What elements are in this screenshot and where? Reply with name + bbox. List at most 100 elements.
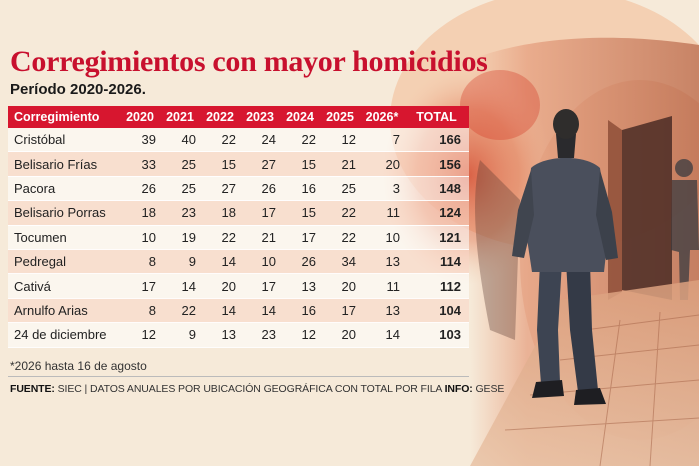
column-header: 2020 [120,106,160,128]
table-cell: 22 [200,225,240,250]
table-cell: 7 [360,128,404,153]
source-label: FUENTE: [10,383,55,395]
table-cell: 13 [200,322,240,348]
table-cell: 25 [160,151,200,177]
divider [8,376,469,377]
row-total: 166 [404,128,469,153]
table-row: Pedregal 8 9 14 10 26 34 13 114 [8,249,469,275]
column-header: 2023 [240,106,280,128]
table-cell: 15 [280,151,320,177]
table-cell: 10 [240,249,280,275]
page-title: Corregimientos con mayor homicidios [10,45,488,78]
row-total: 156 [404,151,469,177]
table-cell: 34 [320,249,360,275]
table-cell: 22 [320,200,360,226]
table-cell: 15 [200,151,240,177]
table-cell: 18 [200,200,240,226]
table-cell: 22 [160,298,200,324]
table-cell: 22 [200,128,240,153]
table-cell: 13 [280,273,320,299]
table-cell: 14 [200,249,240,275]
source-text: SIEC | DATOS ANUALES POR UBICACIÓN GEOGR… [54,383,445,395]
homicides-table: Corregimiento 2020 2021 2022 2023 2024 2025 202… [8,106,469,348]
table-cell: 13 [360,249,404,275]
table-cell: 10 [120,225,160,250]
table-cell: 20 [320,322,360,348]
column-header: 2025 [320,106,360,128]
table-cell: 14 [200,298,240,324]
table-cell: 8 [120,298,160,324]
table-cell: 39 [120,128,160,153]
table-cell: 25 [160,176,200,202]
table-row: Cristóbal 39 40 22 24 22 12 7 166 [8,128,469,153]
table-cell: 17 [320,298,360,324]
table-cell: 26 [240,176,280,202]
table-cell: 20 [360,151,404,177]
table-cell: 20 [320,273,360,299]
table-cell: 12 [280,322,320,348]
table-cell: 3 [360,176,404,202]
table-body: Cristóbal 39 40 22 24 22 12 7 166 Belisario Frías… [8,128,469,348]
table-cell: 20 [200,273,240,299]
column-header: 2024 [280,106,320,128]
table-cell: 16 [280,176,320,202]
table-cell: 25 [320,176,360,202]
row-name: Pedregal [8,249,120,275]
table-cell: 26 [120,176,160,202]
row-total: 103 [404,322,469,348]
row-total: 112 [404,273,469,299]
table-cell: 40 [160,128,200,153]
column-header: TOTAL [404,106,469,128]
row-name: Belisario Frías [8,151,120,177]
table-row: Arnulfo Arias 8 22 14 14 16 17 13 104 [8,298,469,324]
row-name: Cativá [8,273,120,299]
row-total: 124 [404,200,469,226]
row-name: 24 de diciembre [8,322,120,348]
table-cell: 21 [320,151,360,177]
table-cell: 14 [360,322,404,348]
table-cell: 9 [160,249,200,275]
table-row: Pacora 26 25 27 26 16 25 3 148 [8,176,469,202]
table-row: Belisario Frías 33 25 15 27 15 21 20 156 [8,151,469,177]
table-cell: 23 [240,322,280,348]
info-text: GESE [472,383,505,395]
table-cell: 26 [280,249,320,275]
table-cell: 27 [200,176,240,202]
table-cell: 18 [120,200,160,226]
table-cell: 16 [280,298,320,324]
table-cell: 15 [280,200,320,226]
table-cell: 24 [240,128,280,153]
row-name: Arnulfo Arias [8,298,120,324]
footnote: *2026 hasta 16 de agosto [10,359,147,373]
column-header: 2021 [160,106,200,128]
column-header: 2022 [200,106,240,128]
table-cell: 21 [240,225,280,250]
table-cell: 14 [160,273,200,299]
table-cell: 17 [280,225,320,250]
table-header: Corregimiento 2020 2021 2022 2023 2024 2025 202… [8,106,469,128]
row-total: 114 [404,249,469,275]
row-total: 104 [404,298,469,324]
table-cell: 12 [120,322,160,348]
table-cell: 13 [360,298,404,324]
page-subtitle: Período 2020-2026. [10,81,146,98]
table-cell: 11 [360,200,404,226]
table-cell: 19 [160,225,200,250]
row-name: Cristóbal [8,128,120,153]
table-cell: 10 [360,225,404,250]
table-cell: 17 [120,273,160,299]
table-row: Tocumen 10 19 22 21 17 22 10 121 [8,225,469,250]
row-name: Belisario Porras [8,200,120,226]
table-row: 24 de diciembre 12 9 13 23 12 20 14 103 [8,322,469,348]
table-cell: 22 [320,225,360,250]
table-cell: 14 [240,298,280,324]
table-cell: 12 [320,128,360,153]
table-cell: 11 [360,273,404,299]
table-cell: 33 [120,151,160,177]
table-cell: 22 [280,128,320,153]
column-header: 2026* [360,106,404,128]
table-row: Belisario Porras 18 23 18 17 15 22 11 124 [8,200,469,226]
table-cell: 27 [240,151,280,177]
row-total: 121 [404,225,469,250]
table-cell: 17 [240,200,280,226]
